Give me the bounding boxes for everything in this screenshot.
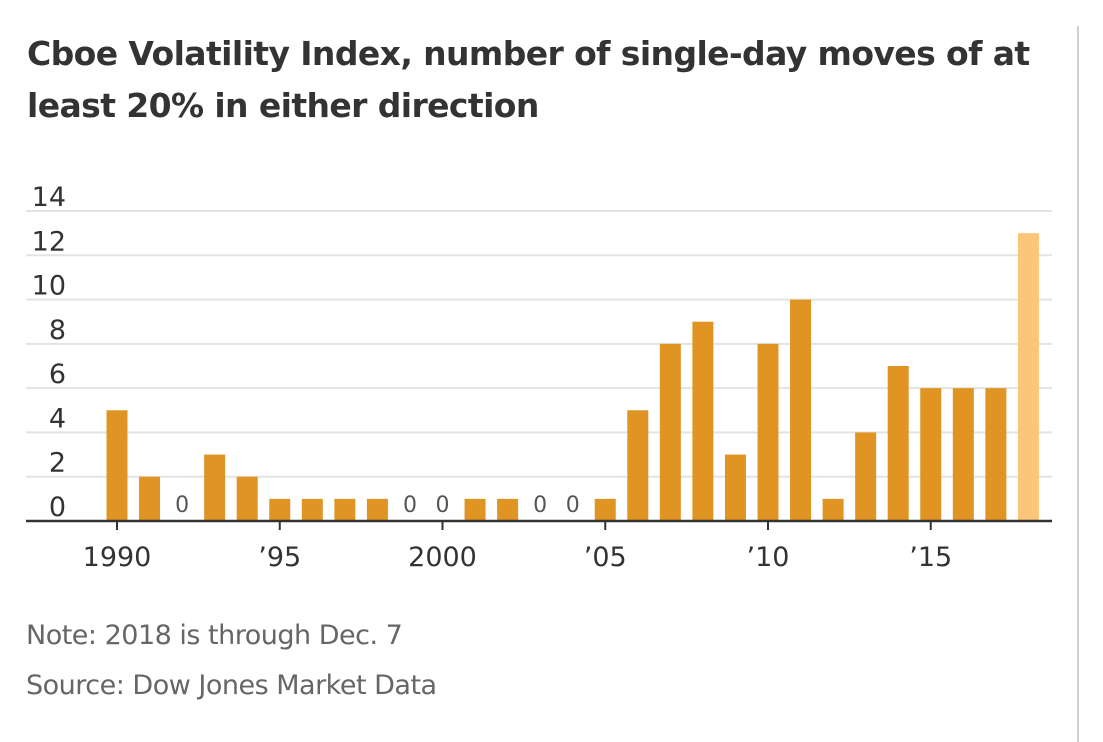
chart-source: Source: Dow Jones Market Data [26, 670, 437, 701]
bar-2011 [790, 299, 812, 521]
y-tick-label: 12 [32, 226, 66, 257]
bar-2015 [920, 388, 942, 521]
bar-2005 [594, 498, 616, 521]
x-tick-label: ’15 [909, 542, 952, 573]
x-tick-label: 2000 [408, 542, 477, 573]
zero-label-1999: 0 [403, 493, 417, 518]
bar-1998 [366, 498, 388, 521]
x-tick-label: ’95 [258, 542, 301, 573]
bar-2012 [822, 498, 844, 521]
bar-2007 [659, 343, 681, 521]
y-tick-label: 14 [32, 182, 66, 213]
bar-1995 [269, 498, 291, 521]
x-tick-label: ’05 [584, 542, 627, 573]
y-tick-label: 0 [49, 492, 66, 523]
y-tick-label: 6 [49, 359, 66, 390]
gridlines [26, 210, 1052, 478]
zero-label-1992: 0 [175, 493, 189, 518]
bar-2013 [855, 432, 877, 521]
bar-2010 [757, 343, 779, 521]
zero-label-2000: 0 [436, 493, 450, 518]
zero-label-2003: 0 [533, 493, 547, 518]
bar-2016 [952, 388, 974, 521]
x-tick-label: 1990 [83, 542, 152, 573]
bar-2009 [724, 454, 746, 521]
bar-1990 [106, 410, 128, 521]
bar-1997 [334, 498, 356, 521]
x-tick-label: ’10 [747, 542, 790, 573]
bar-2006 [627, 410, 649, 521]
bar-2008 [692, 321, 714, 521]
x-axis [26, 519, 1052, 530]
bar-2002 [497, 498, 519, 521]
bar-1994 [236, 476, 258, 521]
y-tick-label: 8 [49, 315, 66, 346]
bar-2017 [985, 388, 1007, 521]
bar-1991 [139, 476, 161, 521]
bar-2018 [1017, 233, 1039, 521]
bars [106, 233, 1039, 521]
bar-2001 [464, 498, 486, 521]
y-axis-tick-labels: 0 2 4 6 8 10 12 14 [32, 182, 66, 523]
chart-title: Cboe Volatility Index, number of single-… [27, 34, 1030, 125]
chart-note: Note: 2018 is through Dec. 7 [26, 620, 403, 651]
y-tick-label: 4 [49, 403, 66, 434]
right-divider [1077, 26, 1079, 742]
y-tick-label: 2 [49, 448, 66, 479]
y-tick-label: 10 [32, 271, 66, 302]
x-axis-tick-labels: 1990 ’95 2000 ’05 ’10 ’15 [83, 542, 953, 573]
bar-1996 [301, 498, 323, 521]
bar-2014 [887, 366, 909, 521]
bar-1993 [204, 454, 226, 521]
zero-label-2004: 0 [566, 493, 580, 518]
